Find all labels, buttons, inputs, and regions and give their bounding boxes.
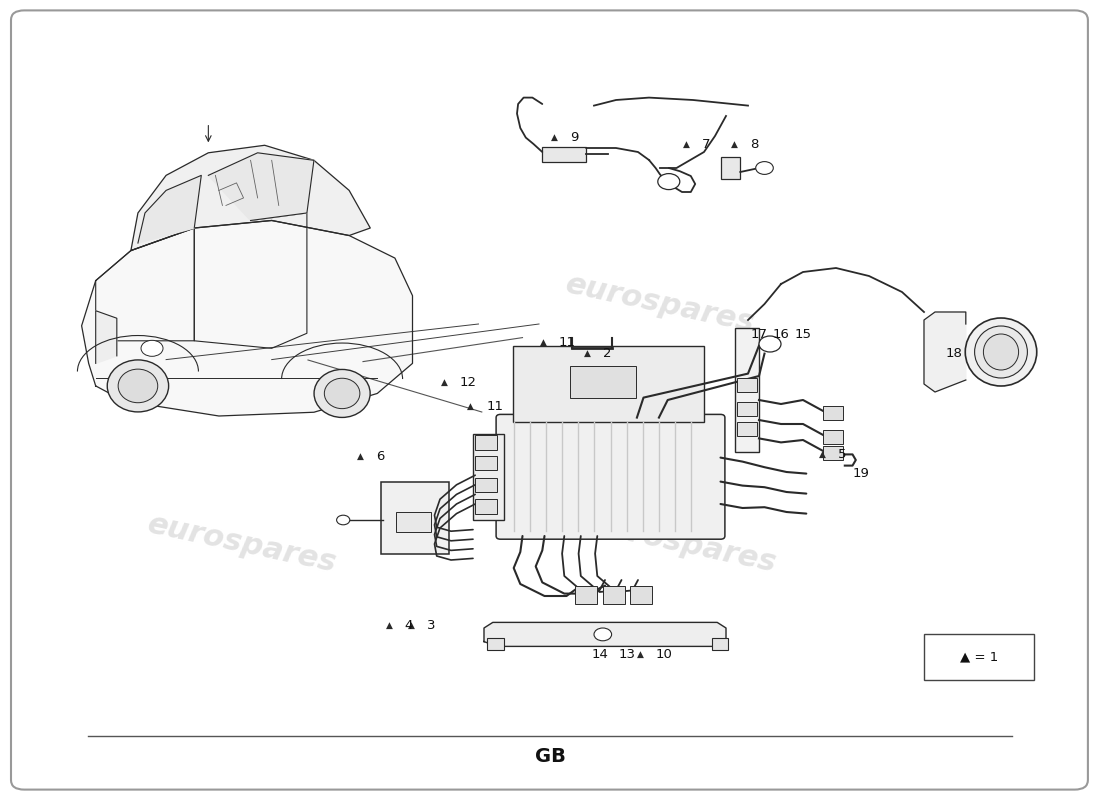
Bar (630, 586, 652, 604)
Bar (603, 586, 625, 604)
Text: 19: 19 (852, 467, 869, 480)
Text: 2: 2 (603, 347, 612, 360)
Text: ▲: ▲ (584, 349, 591, 358)
Bar (396, 512, 431, 532)
Text: GB: GB (535, 746, 565, 766)
Bar (737, 402, 757, 416)
FancyBboxPatch shape (496, 414, 725, 539)
Text: 11: 11 (486, 400, 503, 413)
Ellipse shape (983, 334, 1019, 370)
Text: 7: 7 (702, 138, 711, 150)
Bar (737, 422, 757, 436)
Text: 9: 9 (570, 131, 579, 144)
FancyBboxPatch shape (924, 634, 1034, 680)
Text: 12: 12 (460, 376, 476, 389)
Bar (823, 446, 843, 460)
Text: ▲: ▲ (468, 402, 474, 411)
Bar (737, 378, 757, 392)
Circle shape (594, 628, 612, 641)
Ellipse shape (315, 370, 370, 418)
Text: eurospares: eurospares (563, 270, 757, 338)
Text: ▲ = 1: ▲ = 1 (960, 650, 998, 663)
Text: eurospares: eurospares (585, 510, 779, 578)
Text: 13: 13 (618, 648, 635, 661)
Polygon shape (924, 312, 966, 392)
Text: ▲: ▲ (683, 139, 690, 149)
Bar (712, 638, 728, 650)
FancyBboxPatch shape (513, 346, 704, 422)
Text: ▲: ▲ (358, 451, 364, 461)
Text: 11: 11 (559, 336, 575, 349)
FancyBboxPatch shape (381, 482, 449, 554)
Bar (823, 406, 843, 420)
Text: 16: 16 (772, 328, 789, 341)
Text: 8: 8 (750, 138, 759, 150)
Text: 10: 10 (656, 648, 672, 661)
Text: 17: 17 (750, 328, 767, 341)
FancyBboxPatch shape (735, 328, 759, 452)
Text: 6: 6 (376, 450, 385, 462)
Text: ▲: ▲ (386, 621, 393, 630)
Text: 5: 5 (838, 448, 847, 461)
Bar (720, 157, 740, 179)
Text: eurospares: eurospares (145, 270, 339, 338)
Circle shape (756, 162, 773, 174)
Text: 18: 18 (946, 347, 962, 360)
Text: ▲: ▲ (441, 378, 448, 387)
FancyBboxPatch shape (473, 434, 504, 520)
Circle shape (658, 174, 680, 190)
Polygon shape (484, 622, 726, 646)
Text: ▲: ▲ (820, 450, 826, 459)
Bar (475, 478, 497, 492)
FancyBboxPatch shape (11, 10, 1088, 790)
Polygon shape (208, 153, 314, 221)
Polygon shape (96, 310, 117, 363)
Bar (475, 456, 497, 470)
Bar (475, 499, 497, 514)
Text: 14: 14 (592, 648, 608, 661)
Circle shape (759, 336, 781, 352)
Text: ▲: ▲ (551, 133, 558, 142)
Text: ▲: ▲ (540, 338, 547, 347)
Text: 3: 3 (427, 619, 436, 632)
Text: eurospares: eurospares (145, 510, 339, 578)
Polygon shape (81, 221, 412, 416)
Ellipse shape (108, 360, 168, 412)
Ellipse shape (324, 378, 360, 409)
Text: 4: 4 (405, 619, 414, 632)
Circle shape (337, 515, 350, 525)
Bar (575, 586, 597, 604)
Text: ▲: ▲ (732, 139, 738, 149)
Circle shape (141, 340, 163, 356)
Bar (475, 435, 497, 450)
Bar (542, 147, 586, 162)
Bar (487, 638, 504, 650)
Ellipse shape (975, 326, 1027, 378)
Text: ▲: ▲ (637, 650, 644, 659)
Ellipse shape (118, 369, 157, 402)
Bar (823, 430, 843, 444)
Text: ▲: ▲ (408, 621, 415, 630)
Bar (570, 366, 636, 398)
Polygon shape (138, 175, 201, 243)
Ellipse shape (966, 318, 1036, 386)
Text: 15: 15 (794, 328, 811, 341)
Polygon shape (131, 146, 371, 250)
